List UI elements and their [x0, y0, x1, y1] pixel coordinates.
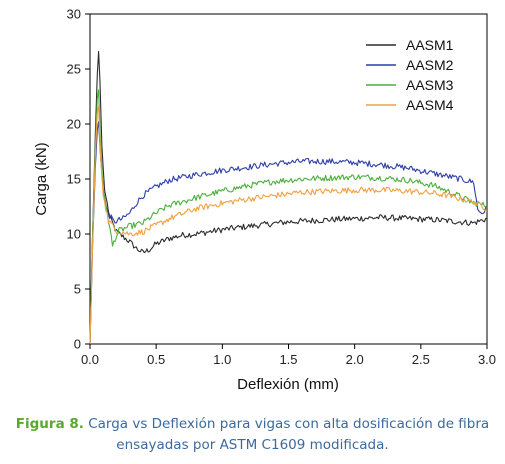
- caption-text-1: Carga vs Deflexión para vigas con alta d…: [83, 416, 490, 432]
- y-axis-title: Carga (kN): [33, 142, 50, 215]
- legend: AASM1 AASM2 AASM3 AASM4: [366, 37, 454, 113]
- caption-figure-label: Figura 8.: [15, 416, 84, 432]
- axis-ticks: 0.0 0.5 1.0 1.5 2.0 2.5 3.0 0 5 10 15 20 25 30: [67, 7, 497, 368]
- series-line-aasm2: [89, 121, 488, 345]
- series-line-aasm1: [89, 50, 488, 345]
- y-tick-label: 20: [67, 117, 81, 132]
- chart: 0.0 0.5 1.0 1.5 2.0 2.5 3.0 0 5 10 15 20 25 30 Deflex…: [33, 7, 497, 394]
- x-tick-label: 2.0: [346, 352, 364, 367]
- y-tick-label: 5: [74, 282, 81, 297]
- y-tick-label: 15: [67, 172, 81, 187]
- series-layer: [89, 50, 488, 345]
- x-tick-label: 0.0: [81, 352, 99, 367]
- x-tick-label: 0.5: [147, 352, 165, 367]
- legend-label: AASM4: [406, 97, 454, 113]
- series-line-aasm4: [89, 105, 488, 345]
- x-tick-label: 1.0: [213, 352, 231, 367]
- caption-line-1: Figura 8. Carga vs Deflexión para vigas …: [0, 414, 505, 435]
- x-tick-label: 2.5: [412, 352, 430, 367]
- x-axis-title: Deflexión (mm): [237, 376, 339, 393]
- y-tick-label: 30: [67, 7, 81, 22]
- legend-label: AASM2: [406, 57, 454, 73]
- x-tick-label: 3.0: [478, 352, 496, 367]
- y-tick-label: 0: [74, 337, 81, 352]
- legend-label: AASM1: [406, 37, 454, 53]
- series-line-aasm3: [89, 89, 488, 345]
- y-tick-label: 10: [67, 227, 81, 242]
- legend-label: AASM3: [406, 77, 454, 93]
- figure-caption: Figura 8. Carga vs Deflexión para vigas …: [0, 414, 505, 456]
- plot-area: [89, 13, 488, 345]
- caption-line-2: ensayadas por ASTM C1609 modificada.: [116, 437, 389, 453]
- x-tick-label: 1.5: [279, 352, 297, 367]
- y-tick-label: 25: [67, 62, 81, 77]
